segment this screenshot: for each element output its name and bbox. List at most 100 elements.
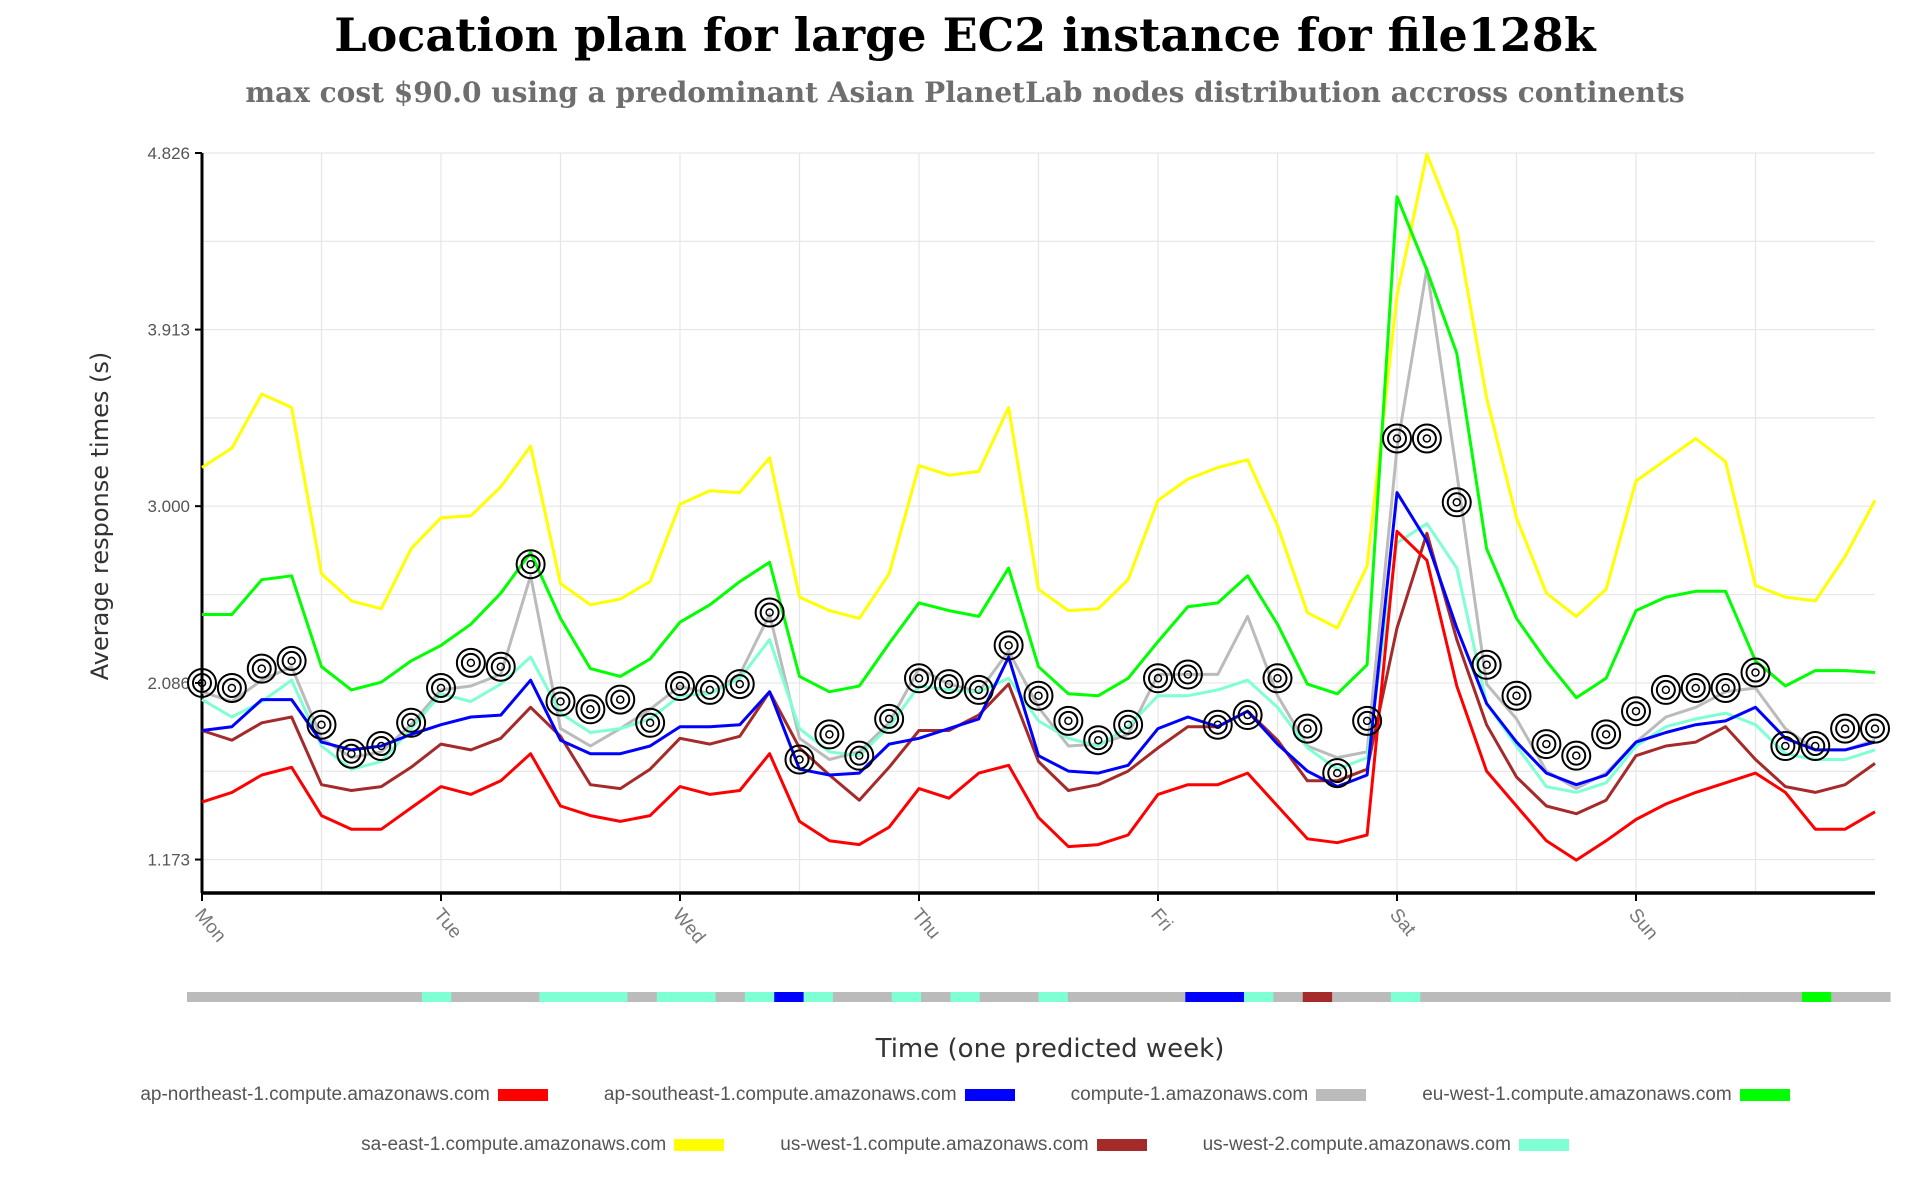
- y-tick-label: 3.000: [147, 497, 190, 516]
- marker-outer-ring: [1800, 731, 1831, 762]
- marker-outer-ring: [455, 647, 486, 678]
- legend-label: us-west-1.compute.amazonaws.com: [780, 1134, 1089, 1155]
- axis-layer: 1.173 2.086 3.000 3.913 4.826 Mon Tue Wed Thu Fri…: [147, 144, 1875, 948]
- selection-marker: [396, 707, 427, 738]
- marker-outer-ring: [426, 672, 456, 703]
- marker-center-dot: [825, 730, 834, 739]
- y-tick-label: 4.826: [147, 144, 190, 163]
- marker-center-dot: [1213, 720, 1222, 729]
- timeline-segment: [1038, 992, 1069, 1002]
- selection-marker: [1113, 709, 1144, 740]
- selection-marker: [1710, 672, 1741, 703]
- marker-middle-ring: [1506, 685, 1527, 706]
- marker-center-dot: [855, 751, 864, 760]
- marker-middle-ring: [1148, 668, 1168, 689]
- selection-marker: [1441, 487, 1472, 518]
- selection-marker: [724, 669, 755, 700]
- legend-swatch: [1096, 1139, 1147, 1151]
- marker-middle-ring: [1387, 428, 1407, 449]
- timeline-segment: [1478, 992, 1509, 1002]
- selection-marker: [1352, 705, 1383, 736]
- marker-middle-ring: [1357, 710, 1378, 731]
- marker-outer-ring: [1531, 729, 1562, 760]
- marker-center-dot: [1094, 735, 1103, 745]
- marker-middle-ring: [490, 656, 511, 677]
- marker-center-dot: [317, 720, 326, 729]
- series-line-eu-west-1: [202, 195, 1876, 700]
- marker-middle-ring: [460, 652, 481, 673]
- series-line-us-west-2: [201, 522, 1876, 794]
- marker-outer-ring: [1172, 659, 1203, 690]
- marker-middle-ring: [1028, 685, 1049, 706]
- timeline-segment: [451, 992, 482, 1002]
- marker-middle-ring: [1327, 763, 1348, 784]
- chart-title: Location plan for large EC2 instance for…: [334, 8, 1596, 62]
- timeline-segment: [275, 992, 306, 1002]
- selection-marker: [784, 744, 815, 775]
- marker-outer-ring: [1860, 713, 1890, 744]
- marker-middle-ring: [819, 724, 840, 745]
- selection-marker: [1680, 672, 1711, 703]
- marker-outer-ring: [306, 709, 337, 740]
- marker-outer-ring: [605, 684, 636, 715]
- marker-outer-ring: [515, 549, 546, 580]
- marker-outer-ring: [1561, 740, 1592, 771]
- marker-center-dot: [1691, 683, 1700, 693]
- selection-marker: [665, 671, 695, 702]
- legend-label: ap-southeast-1.compute.amazonaws.com: [603, 1084, 957, 1105]
- marker-outer-ring: [904, 663, 934, 694]
- marker-outer-ring: [485, 651, 516, 682]
- legend-item: ap-northeast-1.compute.amazonaws.com: [140, 1084, 548, 1106]
- marker-center-dot: [526, 559, 535, 569]
- marker-middle-ring: [221, 677, 242, 698]
- timeline-segment: [245, 992, 276, 1002]
- marker-outer-ring: [784, 744, 815, 775]
- marker-center-dot: [914, 674, 924, 683]
- timeline-segment: [216, 992, 247, 1002]
- timeline-segment: [744, 992, 775, 1002]
- marker-middle-ring: [1118, 714, 1139, 735]
- marker-center-dot: [795, 755, 804, 764]
- x-tick-label: Sat: [1385, 905, 1420, 941]
- marker-middle-ring: [1805, 736, 1826, 757]
- marker-center-dot: [556, 697, 565, 706]
- marker-middle-ring: [1237, 705, 1258, 726]
- marker-center-dot: [1004, 641, 1013, 650]
- series-line-ap-southeast-1: [201, 491, 1876, 789]
- marker-outer-ring: [1471, 649, 1502, 680]
- x-tick-label: Tue: [429, 905, 466, 943]
- marker-middle-ring: [1835, 718, 1856, 739]
- marker-center-dot: [347, 749, 356, 758]
- timeline-segment: [774, 992, 805, 1002]
- selection-marker: [575, 694, 606, 725]
- timeline-segment: [1831, 992, 1862, 1002]
- marker-center-dot: [1153, 674, 1163, 683]
- marker-center-dot: [1870, 724, 1880, 733]
- timeline-segment: [304, 992, 335, 1002]
- marker-outer-ring: [1411, 423, 1442, 454]
- selection-marker: [993, 630, 1024, 661]
- marker-outer-ring: [1053, 705, 1084, 736]
- selection-marker: [1143, 663, 1173, 694]
- marker-outer-ring: [1770, 731, 1801, 762]
- marker-outer-ring: [1650, 674, 1681, 705]
- selection-marker: [306, 709, 337, 740]
- marker-middle-ring: [1446, 492, 1467, 513]
- marker-middle-ring: [1775, 736, 1796, 757]
- marker-center-dot: [466, 658, 476, 668]
- marker-center-dot: [197, 678, 207, 688]
- selection-marker: [1382, 423, 1412, 454]
- selection-marker: [426, 672, 456, 703]
- marker-center-dot: [675, 681, 685, 691]
- timeline-segment: [1508, 992, 1539, 1002]
- marker-middle-ring: [550, 691, 571, 712]
- selection-marker: [1830, 713, 1861, 744]
- timeline-segment: [1743, 992, 1774, 1002]
- legend-swatch: [1739, 1089, 1790, 1101]
- marker-middle-ring: [640, 712, 661, 733]
- selection-marker: [216, 672, 247, 703]
- marker-outer-ring: [635, 707, 666, 738]
- legend-item: sa-east-1.compute.amazonaws.com: [361, 1134, 725, 1156]
- marker-outer-ring: [724, 669, 755, 700]
